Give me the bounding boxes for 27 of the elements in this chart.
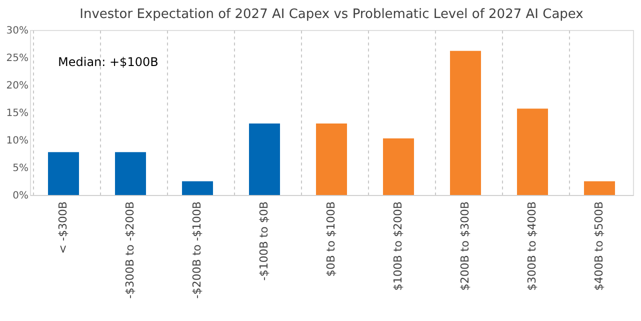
bar bbox=[383, 138, 414, 195]
y-tick-label: 0% bbox=[12, 190, 28, 202]
x-tick-label: $200B to $300B bbox=[458, 202, 472, 291]
bar bbox=[115, 152, 146, 195]
y-tick-label: 5% bbox=[12, 163, 28, 174]
x-tick-label: < -$300B bbox=[56, 202, 70, 254]
bar bbox=[249, 124, 280, 195]
bar bbox=[182, 181, 213, 195]
bar bbox=[450, 50, 481, 195]
y-tick-label: 10% bbox=[6, 136, 28, 146]
y-tick-label: 20% bbox=[6, 80, 28, 92]
x-tick-label: $400B to $500B bbox=[592, 202, 606, 291]
bar bbox=[316, 124, 347, 195]
bar bbox=[48, 152, 79, 195]
x-tick-label: -$300B to -$200B bbox=[124, 202, 136, 299]
y-tick-label: 30% bbox=[6, 26, 28, 36]
bar bbox=[517, 108, 548, 195]
x-tick-label: $300B to $400B bbox=[526, 202, 538, 291]
x-tick-label: -$200B to -$100B bbox=[190, 202, 204, 299]
chart-title: Investor Expectation of 2027 AI Capex vs Problematic Level of 2027 AI Capex bbox=[80, 7, 584, 22]
x-tick-label: $100B to $200B bbox=[392, 202, 404, 291]
x-tick-label: $0B to $100B bbox=[324, 202, 338, 277]
y-tick-label: 15% bbox=[6, 108, 28, 119]
y-tick-label: 25% bbox=[6, 53, 28, 64]
annotation: Median: +$100B bbox=[58, 55, 158, 69]
x-tick-label: -$100B to $0B bbox=[258, 202, 270, 281]
bar bbox=[584, 181, 615, 195]
